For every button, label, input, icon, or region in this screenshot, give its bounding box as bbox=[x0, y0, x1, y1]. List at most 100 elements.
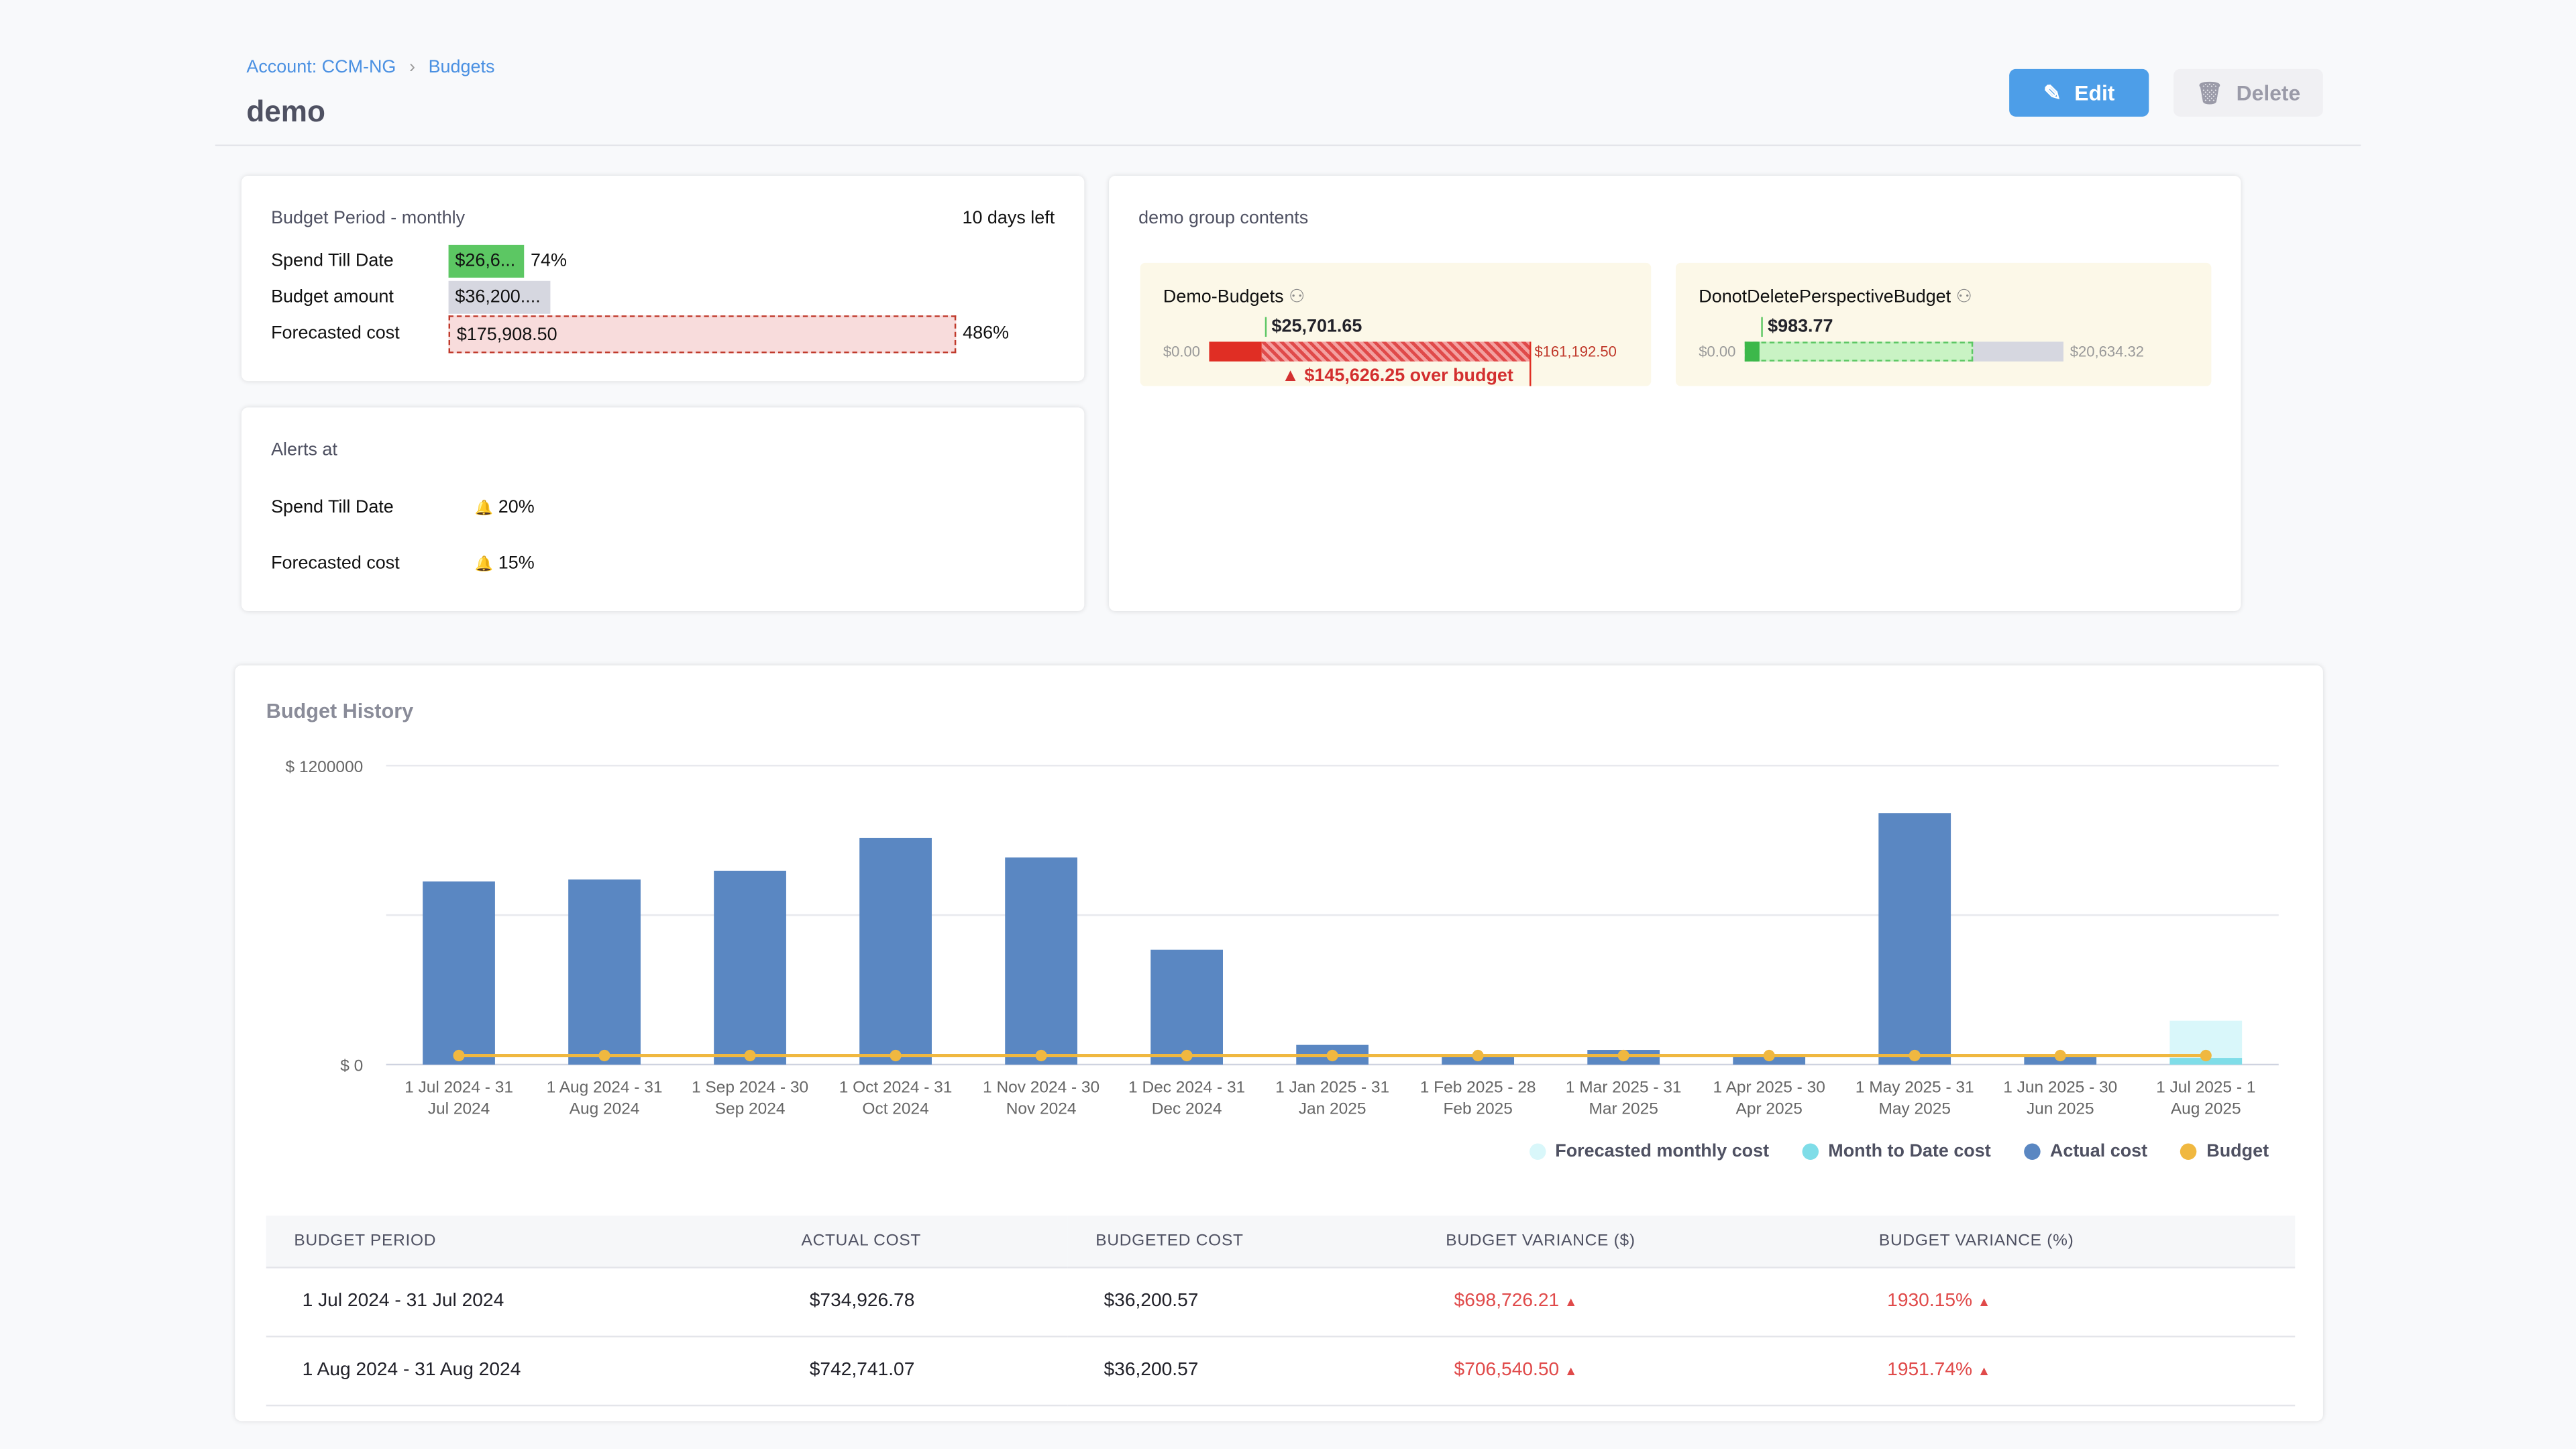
item-min: $0.00 bbox=[1699, 343, 1736, 360]
legend-label: Budget bbox=[2206, 1142, 2269, 1162]
legend-label: Actual cost bbox=[2049, 1142, 2148, 1162]
x-tick-label: Nov 2024 bbox=[1006, 1099, 1077, 1118]
budget-amount-label: Budget amount bbox=[271, 287, 394, 307]
spend-bar bbox=[1744, 341, 1760, 362]
legend-item[interactable]: Forecasted monthly cost bbox=[1529, 1142, 1769, 1161]
x-tick-label: 1 Jun 2025 - 30 bbox=[2003, 1079, 2117, 1097]
x-tick-label: Apr 2025 bbox=[1736, 1099, 1803, 1118]
header-divider bbox=[215, 144, 2361, 146]
table-row[interactable]: 1 Jul 2024 - 31 Jul 2024 $734,926.78 $36,2… bbox=[266, 1267, 2296, 1337]
x-tick-label: Oct 2024 bbox=[862, 1099, 928, 1118]
breadcrumb-budgets[interactable]: Budgets bbox=[428, 57, 495, 78]
x-tick-label: Dec 2024 bbox=[1152, 1099, 1222, 1118]
budget-point[interactable] bbox=[744, 1049, 756, 1062]
column-header[interactable]: BUDGETED COST bbox=[1067, 1216, 1418, 1268]
arrow-up-icon: ▲ bbox=[1564, 1363, 1578, 1379]
x-tick-label: May 2025 bbox=[1878, 1099, 1950, 1118]
breadcrumb-account[interactable]: Account: CCM-NG bbox=[246, 57, 396, 78]
spend-label: Spend Till Date bbox=[271, 251, 394, 272]
item-spend: $25,701.65 bbox=[1265, 317, 1362, 337]
arrow-up-icon: ▲ bbox=[1977, 1294, 1991, 1309]
x-tick-label: 1 Sep 2024 - 30 bbox=[692, 1079, 808, 1097]
budget-point[interactable] bbox=[1181, 1049, 1193, 1062]
days-left: 10 days left bbox=[962, 209, 1055, 229]
budget-point[interactable] bbox=[1763, 1049, 1775, 1062]
budget-point[interactable] bbox=[598, 1049, 610, 1062]
bell-icon: 🔔 bbox=[474, 555, 494, 572]
column-header[interactable]: ACTUAL COST bbox=[773, 1216, 1068, 1268]
edit-button[interactable]: ✎ Edit bbox=[2009, 68, 2149, 117]
y-tick-label: $ 1200000 bbox=[286, 758, 364, 776]
group-contents-card: demo group contents Demo-Budgets ⚇ $25,7… bbox=[1109, 176, 2241, 612]
x-tick-label: Sep 2024 bbox=[715, 1099, 786, 1118]
column-header[interactable]: BUDGET VARIANCE ($) bbox=[1417, 1216, 1851, 1268]
alerts-card: Alerts at Spend Till Date 🔔 20% Forecast… bbox=[241, 407, 1085, 612]
budget-point[interactable] bbox=[453, 1049, 465, 1062]
page-title: demo bbox=[246, 95, 325, 129]
budget-period-card: Budget Period - monthly 10 days left Spe… bbox=[241, 176, 1085, 382]
x-tick-label: Jan 2025 bbox=[1299, 1099, 1366, 1118]
column-header[interactable]: BUDGET VARIANCE (%) bbox=[1851, 1216, 2296, 1268]
legend-item[interactable]: Budget bbox=[2180, 1142, 2269, 1161]
bell-icon: 🔔 bbox=[474, 499, 494, 516]
item-max: $161,192.50 bbox=[1534, 343, 1617, 360]
budget-amount-bar: $36,200.... bbox=[448, 280, 551, 314]
budget-point[interactable] bbox=[1472, 1049, 1484, 1062]
column-header[interactable]: BUDGET PERIOD bbox=[266, 1216, 773, 1268]
item-spend: $983.77 bbox=[1761, 317, 1833, 337]
legend-swatch-icon bbox=[2023, 1143, 2041, 1160]
group-item-demo-budgets[interactable]: Demo-Budgets ⚇ $25,701.65 $0.00 $161,192… bbox=[1140, 262, 1652, 386]
table-cell: 1 Jul 2024 - 31 Jul 2024 bbox=[266, 1267, 773, 1337]
trash-icon: 🗑 bbox=[2196, 79, 2224, 105]
legend-item[interactable]: Actual cost bbox=[2023, 1142, 2148, 1162]
x-tick-label: Jun 2025 bbox=[2027, 1099, 2094, 1118]
bar-actual-cost[interactable] bbox=[1878, 813, 1951, 1065]
x-tick-label: 1 Apr 2025 - 30 bbox=[1713, 1079, 1825, 1097]
item-name: DonotDeletePerspectiveBudget bbox=[1699, 287, 1951, 307]
item-max: $20,634.32 bbox=[2070, 343, 2145, 360]
alert-forecast-label: Forecasted cost bbox=[271, 553, 400, 574]
group-item-donotdelete[interactable]: DonotDeletePerspectiveBudget ⚇ $983.77 $… bbox=[1675, 262, 2212, 386]
forecast-bar bbox=[1744, 341, 1974, 362]
x-tick-label: 1 Jan 2025 - 31 bbox=[1275, 1079, 1389, 1097]
budget-point[interactable] bbox=[890, 1049, 902, 1062]
budget-history-title: Budget History bbox=[266, 700, 414, 723]
table-row[interactable]: 1 Aug 2024 - 31 Aug 2024 $742,741.07 $36,2… bbox=[266, 1336, 2296, 1406]
budget-point[interactable] bbox=[1326, 1049, 1338, 1062]
variance-value: 1951.74% bbox=[1887, 1360, 1973, 1381]
bar-actual-cost[interactable] bbox=[1005, 857, 1077, 1065]
table-cell: $36,200.57 bbox=[1067, 1336, 1418, 1406]
group-title: demo group contents bbox=[1138, 209, 1309, 229]
x-tick-label: Aug 2025 bbox=[2171, 1099, 2241, 1118]
bar-actual-cost[interactable] bbox=[423, 881, 495, 1065]
spend-pct: 74% bbox=[531, 251, 567, 272]
budget-point[interactable] bbox=[1909, 1049, 1921, 1062]
x-tick-label: 1 Aug 2024 - 31 bbox=[547, 1079, 663, 1097]
legend-swatch-icon bbox=[1802, 1143, 1819, 1160]
budget-point[interactable] bbox=[2054, 1049, 2066, 1062]
x-tick-label: 1 Feb 2025 - 28 bbox=[1420, 1079, 1536, 1097]
budget-point[interactable] bbox=[1035, 1049, 1047, 1062]
over-budget-text: $145,626.25 over budget bbox=[1304, 366, 1513, 386]
budget-point[interactable] bbox=[1617, 1049, 1629, 1062]
x-tick-label: Aug 2024 bbox=[570, 1099, 640, 1118]
bar-actual-cost[interactable] bbox=[859, 837, 932, 1065]
budget-marker bbox=[1529, 341, 1532, 386]
legend-item[interactable]: Month to Date cost bbox=[1802, 1142, 1991, 1161]
bar-actual-cost[interactable] bbox=[568, 879, 641, 1065]
budget-point[interactable] bbox=[2200, 1049, 2212, 1062]
bar-actual-cost[interactable] bbox=[1150, 949, 1223, 1065]
chart-legend: Forecasted monthly cost Month to Date cos… bbox=[1529, 1142, 2269, 1161]
table-cell: 1951.74% ▲ bbox=[1851, 1336, 2296, 1406]
x-tick-label: 1 Oct 2024 - 31 bbox=[839, 1079, 953, 1097]
alert-spend-value: 20% bbox=[498, 498, 535, 518]
alert-spend-label: Spend Till Date bbox=[271, 498, 394, 518]
delete-button[interactable]: 🗑 Delete bbox=[2174, 68, 2323, 117]
bar-actual-cost[interactable] bbox=[714, 870, 786, 1065]
spend-bar: $26,6... bbox=[448, 244, 525, 278]
x-tick-label: 1 May 2025 - 31 bbox=[1856, 1079, 1974, 1097]
variance-value: $698,726.21 bbox=[1454, 1291, 1560, 1311]
alert-forecast-value: 15% bbox=[498, 553, 535, 574]
item-name: Demo-Budgets bbox=[1163, 287, 1284, 307]
legend-swatch-icon bbox=[2180, 1143, 2197, 1160]
